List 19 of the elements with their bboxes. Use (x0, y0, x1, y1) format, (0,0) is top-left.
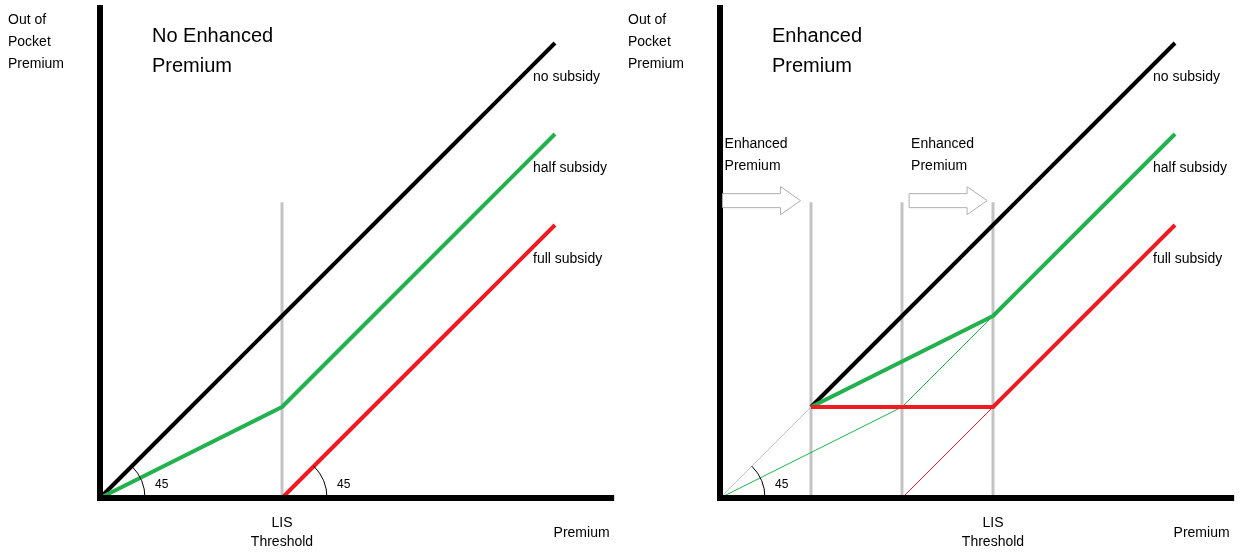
y-axis-title: Out of Pocket Premium (628, 11, 685, 71)
y-axis-title: Out of Pocket Premium (8, 11, 65, 71)
annotation: 45 (775, 477, 789, 491)
series-label: half subsidy (533, 159, 607, 175)
annotation: 45 (155, 477, 169, 491)
text: LIS Threshold (250, 514, 314, 549)
annotation: Enhanced Premium (911, 134, 975, 173)
chart-title: No Enhanced Premium (152, 24, 274, 76)
annotation: 45 (337, 477, 351, 491)
x-axis-title: Premium (1173, 524, 1230, 540)
series-label: no subsidy (533, 68, 600, 84)
text: LIS Threshold (961, 514, 1025, 549)
series-label: half subsidy (1153, 159, 1227, 175)
x-axis-title: Premium (553, 524, 610, 540)
chart-title: Enhanced Premium (772, 24, 863, 76)
series-label: full subsidy (533, 250, 603, 266)
series-label: no subsidy (1153, 68, 1220, 84)
series-label: full subsidy (1153, 250, 1223, 266)
annotation: Enhanced Premium (724, 134, 788, 173)
